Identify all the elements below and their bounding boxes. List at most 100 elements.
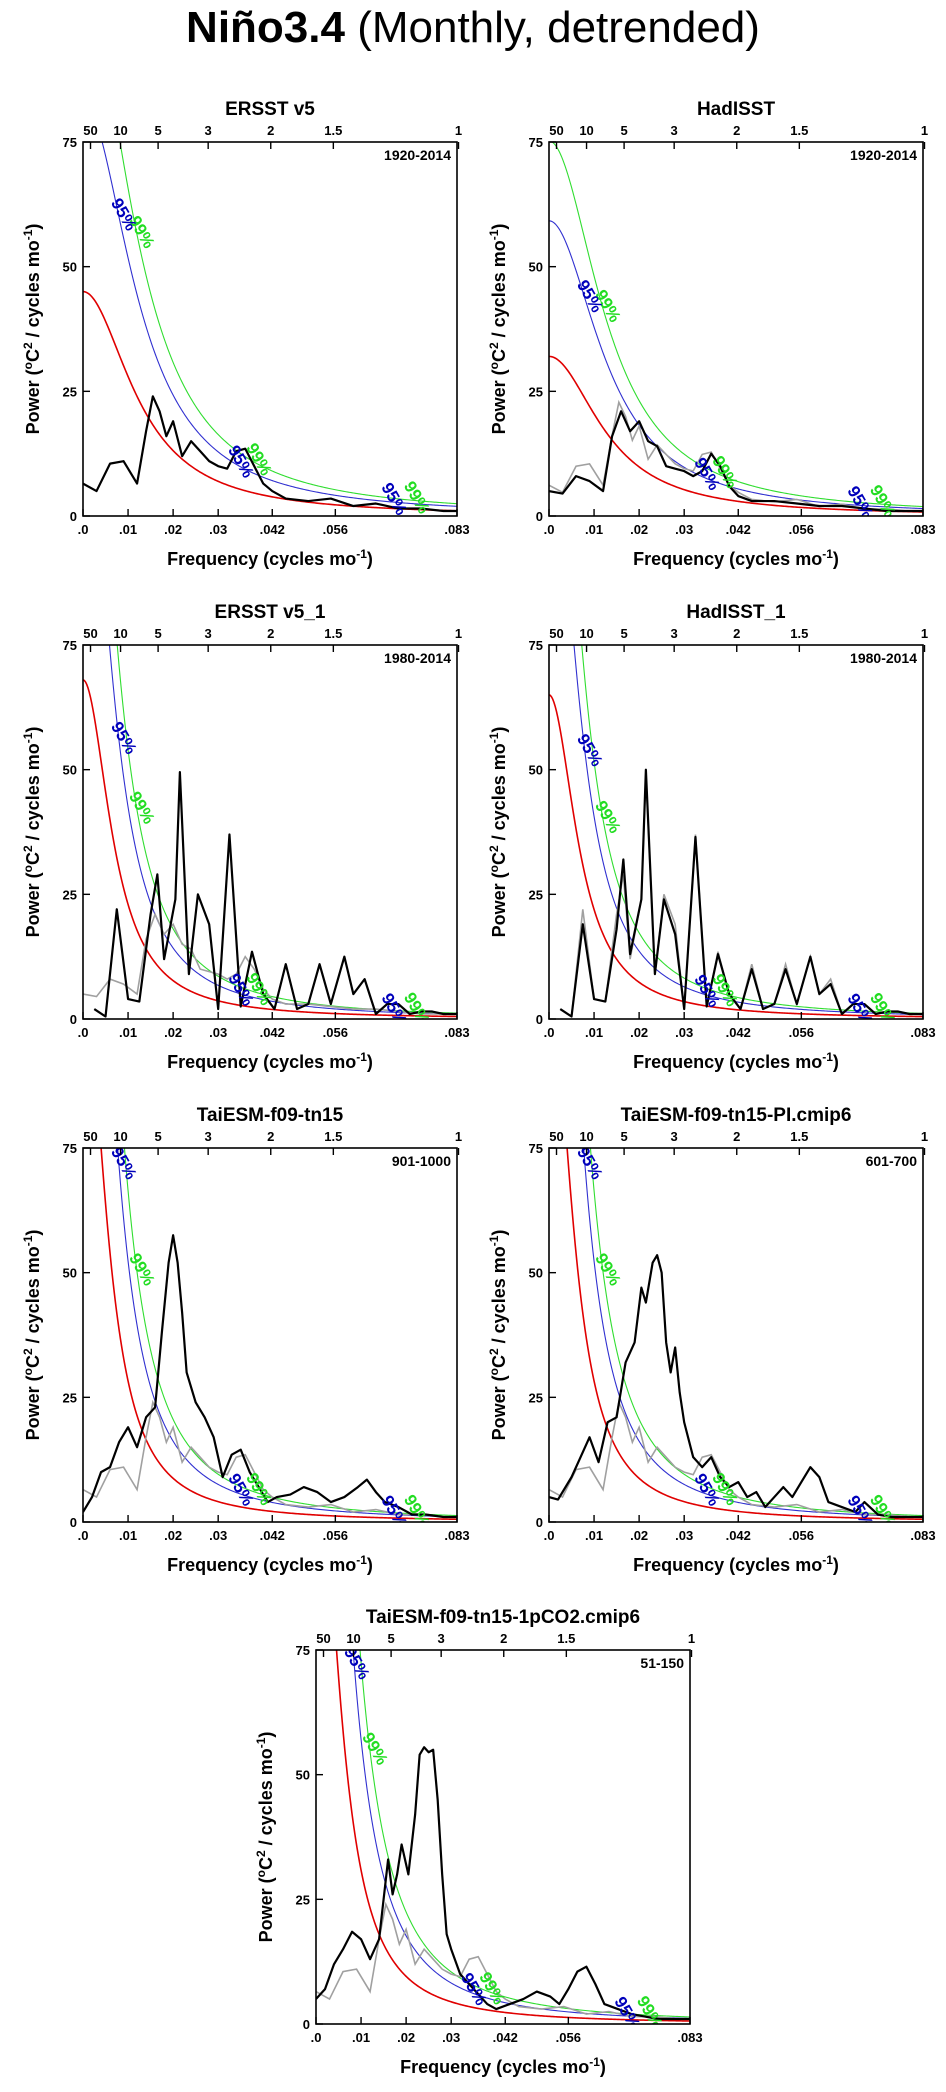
y-tick-label: 50 — [63, 1266, 77, 1281]
y-tick-label: 75 — [296, 1643, 310, 1658]
chart-panel-4: 99%95%99%95% 99%95%.0.01.02.03.042.056.08… — [487, 602, 936, 1072]
x-axis-label-close: ) — [833, 1052, 839, 1072]
top-tick-label: 50 — [83, 123, 97, 138]
y-axis-label-part: ) — [489, 1230, 509, 1236]
x-axis-label: Frequency (cycles mo-1) — [633, 1050, 839, 1072]
x-tick-label: .03 — [675, 522, 693, 537]
x-tick-label: .0 — [544, 522, 555, 537]
x-tick-label: .083 — [444, 522, 469, 537]
x-tick-label: .02 — [164, 1025, 182, 1040]
label-99-low: 99% — [125, 1250, 158, 1289]
x-axis-label: Frequency (cycles mo-1) — [167, 547, 373, 569]
top-tick-label: 5 — [387, 1631, 394, 1646]
y-axis-label-part: o — [487, 865, 501, 872]
top-tick-label: 1 — [921, 123, 928, 138]
x-tick-label: .0 — [311, 2030, 322, 2045]
x-tick-label: .0 — [78, 522, 89, 537]
x-axis-label: Frequency (cycles mo-1) — [400, 2055, 606, 2077]
top-tick-label: 1 — [688, 1631, 695, 1646]
x-tick-label: .02 — [164, 522, 182, 537]
y-axis-label-part: C — [489, 349, 509, 362]
y-tick-label: 0 — [70, 1012, 77, 1027]
x-tick-label: .056 — [789, 1025, 814, 1040]
y-axis-label: Power (oC2 / cycles mo-1) — [21, 1230, 43, 1441]
top-tick-label: 5 — [154, 626, 161, 641]
x-axis-label: Frequency (cycles mo-1) — [633, 1553, 839, 1575]
y-axis-label-part: 2 — [487, 845, 501, 852]
chart-panel-6: 99%95%99%95%99%95%.0.01.02.03.042.056.08… — [487, 1105, 936, 1575]
top-tick-label: 10 — [579, 1129, 593, 1144]
top-tick-label: 3 — [671, 1129, 678, 1144]
y-axis-label: Power (oC2 / cycles mo-1) — [487, 1230, 509, 1441]
y-axis-label-part: / cycles mo — [23, 240, 43, 342]
x-tick-label: .01 — [119, 1528, 137, 1543]
y-tick-label: 25 — [529, 1390, 543, 1405]
x-tick-label: .083 — [910, 522, 935, 537]
x-axis-label-sup: -1 — [822, 1553, 833, 1567]
y-axis-label-part: o — [487, 362, 501, 369]
plot-frame — [548, 141, 924, 517]
y-axis-label-part: o — [254, 1870, 268, 1877]
panel-title: ERSST v5 — [225, 99, 315, 120]
y-axis-label: Power (oC2 / cycles mo-1) — [21, 727, 43, 938]
plot-frame — [82, 644, 458, 1020]
x-axis-label-close: ) — [367, 549, 373, 569]
top-tick-label: 10 — [113, 626, 127, 641]
x-tick-label: .042 — [726, 1528, 751, 1543]
top-tick-label: 2 — [733, 123, 740, 138]
y-axis-label-part: -1 — [487, 732, 501, 743]
x-tick-label: .02 — [630, 522, 648, 537]
y-axis-label-part: C — [23, 349, 43, 362]
chart-panel-7: 99%95%99%95%99%95% .0 .01 .02 .03 .042 .056 .08… — [254, 1607, 703, 2077]
plot-area: 99%95%99%95%99%95% — [316, 1650, 690, 2024]
reference-spectrum-line — [549, 1399, 923, 1518]
y-tick-label: 75 — [63, 638, 77, 653]
x-tick-label: .02 — [630, 1025, 648, 1040]
top-tick-label: 2 — [733, 1129, 740, 1144]
y-axis-label-part: ) — [256, 1732, 276, 1738]
x-tick-label: .01 — [585, 1025, 603, 1040]
y-tick-label: 75 — [63, 135, 77, 150]
y-axis-label-part: 2 — [487, 342, 501, 349]
x-tick-label: .03 — [209, 1528, 227, 1543]
spectrum-line — [83, 395, 457, 513]
x-tick-label: .03 — [675, 1528, 693, 1543]
x-tick-label: .01 — [585, 1528, 603, 1543]
y-tick-label: 0 — [536, 1515, 543, 1530]
y-tick-label: 50 — [529, 1266, 543, 1281]
y-axis-label-part: Power ( — [256, 1877, 276, 1942]
x-axis-label-main: Frequency (cycles mo — [633, 549, 822, 569]
y-tick-label: 50 — [296, 1768, 310, 1783]
y-axis-label: Power (oC2 / cycles mo-1) — [487, 727, 509, 938]
y-axis-label-part: Power ( — [23, 1375, 43, 1440]
chart-panel-3: 99%95%99%95% 99%95% .0 .01 .02 .03 .042 .056 .08… — [21, 602, 470, 1072]
y-axis-label-part: 2 — [21, 845, 35, 852]
x-tick-label: .083 — [444, 1025, 469, 1040]
top-tick-label: 3 — [205, 1129, 212, 1144]
top-tick-label: 3 — [671, 123, 678, 138]
y-axis-label-part: C — [489, 852, 509, 865]
plot-area: 99%95%99%95%99%95% — [549, 142, 923, 516]
period-label: 601-700 — [866, 1153, 918, 1169]
y-axis-label: Power (oC2 / cycles mo-1) — [487, 224, 509, 435]
top-tick-label: 1 — [455, 1129, 462, 1144]
y-axis-label-part: Power ( — [489, 369, 509, 434]
x-axis-label-sup: -1 — [589, 2055, 600, 2069]
x-axis-label-main: Frequency (cycles mo — [633, 1555, 822, 1575]
top-tick-label: 1 — [455, 123, 462, 138]
plot-frame — [82, 1147, 458, 1523]
top-tick-label: 1.5 — [790, 626, 808, 641]
top-tick-label: 3 — [205, 626, 212, 641]
period-label: 901-1000 — [392, 1153, 451, 1169]
chart-panel-5: 99%95%99%95%99%95%.0.01.02.03.042.056.08… — [21, 1105, 470, 1575]
period-label: 1980-2014 — [850, 650, 917, 666]
top-tick-label: 1.5 — [324, 626, 342, 641]
top-tick-label: 10 — [113, 123, 127, 138]
y-axis-label-part: C — [23, 1355, 43, 1368]
top-tick-label: 1.5 — [324, 1129, 342, 1144]
y-axis-label-part: 2 — [21, 1348, 35, 1355]
y-tick-label: 75 — [63, 1141, 77, 1156]
top-tick-label: 2 — [500, 1631, 507, 1646]
x-tick-label: .0 — [78, 1025, 89, 1040]
